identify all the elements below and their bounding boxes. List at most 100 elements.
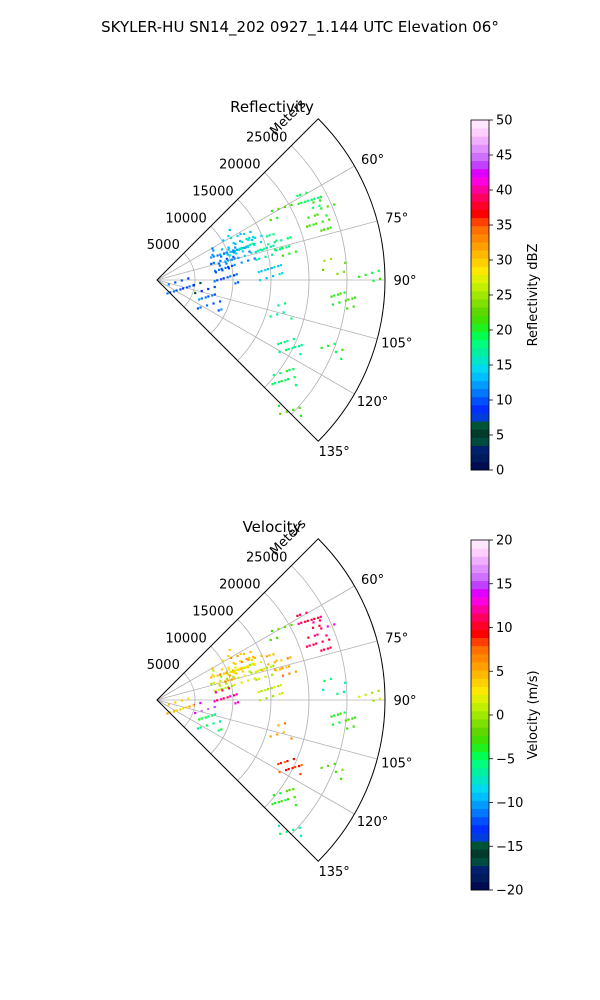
- colorbar-tick-label: 15: [496, 359, 513, 374]
- echo-cell: [248, 242, 275, 261]
- colorbar-tick-label: 0: [496, 709, 504, 724]
- echo-cell: [240, 240, 264, 254]
- echo-cell: [269, 623, 293, 642]
- colorbar-segment: [471, 315, 489, 324]
- colorbar-segment: [471, 160, 489, 170]
- azimuth-line: [156, 699, 378, 760]
- echo-cell: [312, 619, 336, 637]
- colorbar-segment: [471, 857, 489, 866]
- colorbar-tick-label: 10: [496, 621, 513, 636]
- colorbar-segment: [471, 548, 489, 557]
- echo-cell: [330, 291, 357, 310]
- colorbar-segment: [471, 873, 489, 883]
- colorbar-segment: [471, 865, 489, 875]
- azimuth-tick-label: 120°: [357, 395, 388, 410]
- colorbar-segment: [471, 800, 489, 810]
- colorbar-segment: [471, 120, 489, 129]
- colorbar-segment: [471, 380, 489, 390]
- colorbar-tick-label: 30: [496, 254, 513, 269]
- azimuth-line: [156, 165, 355, 281]
- velocity-colorbar: −20 −15 −10 −5 0 5 10 15 20 Velocity (m/s): [470, 534, 541, 899]
- colorbar-segment: [471, 564, 489, 573]
- reflectivity-polar-grid: [156, 145, 385, 442]
- colorbar-segment: [471, 364, 489, 373]
- echo-cell: [196, 293, 223, 312]
- colorbar-segment: [471, 776, 489, 785]
- colorbar-segment: [471, 290, 489, 300]
- echo-cell: [320, 762, 344, 780]
- reflectivity-colorbar: 0 5 10 15 20 25 30 35 40 45 50 Reflectivity dBZ: [470, 114, 541, 479]
- reflectivity-panel: Reflectivity 500010000150002000025000Met…: [147, 97, 541, 479]
- colorbar-segment: [471, 678, 489, 687]
- echo-cell: [265, 233, 292, 252]
- reflectivity-title: Reflectivity: [230, 98, 314, 116]
- azimuth-line: [156, 220, 378, 281]
- colorbar-label: Velocity (m/s): [526, 670, 541, 759]
- azimuth-tick-label: 105°: [381, 337, 412, 352]
- azimuth-tick-label: 135°: [318, 865, 349, 880]
- colorbar-segment: [471, 307, 489, 316]
- colorbar-segment: [471, 356, 489, 365]
- colorbar-segment: [471, 136, 489, 145]
- reflectivity-data: [166, 191, 382, 417]
- azimuth-line: [156, 279, 355, 395]
- colorbar-tick-label: 40: [496, 184, 513, 199]
- colorbar-segment: [471, 445, 489, 455]
- colorbar-segment: [471, 605, 489, 614]
- azimuth-tick-label: 90°: [393, 694, 416, 709]
- echo-cell: [220, 239, 244, 257]
- colorbar-segment: [471, 556, 489, 565]
- azimuth-tick-label: 60°: [361, 153, 384, 168]
- colorbar-segment: [471, 429, 489, 438]
- range-tick-label: 15000: [192, 184, 233, 199]
- colorbar-segment: [471, 176, 489, 186]
- colorbar-segment: [471, 670, 489, 679]
- range-tick-label: 20000: [219, 578, 260, 593]
- azimuth-line: [156, 585, 355, 701]
- colorbar-segment: [471, 580, 489, 590]
- echo-cell: [322, 677, 347, 695]
- echo-cell: [210, 667, 236, 685]
- colorbar-segment: [471, 784, 489, 793]
- colorbar-segment: [471, 629, 489, 639]
- azimuth-line: [156, 699, 355, 815]
- colorbar-segment: [471, 702, 489, 712]
- colorbar-segment: [471, 719, 489, 728]
- echo-cell: [322, 257, 347, 275]
- colorbar-tick-label: 10: [496, 394, 513, 409]
- colorbar-segment: [471, 710, 489, 720]
- echo-cell: [228, 648, 253, 662]
- echo-cell: [227, 246, 256, 264]
- velocity-title: Velocity: [243, 518, 302, 536]
- echo-cell: [228, 228, 253, 242]
- colorbar-segment: [471, 185, 489, 194]
- colorbar-segment: [471, 299, 489, 308]
- colorbar-segment: [471, 735, 489, 744]
- colorbar-segment: [471, 413, 489, 422]
- colorbar-label: Reflectivity dBZ: [526, 244, 541, 347]
- colorbar-segment: [471, 396, 489, 406]
- range-tick-label: 25000: [246, 131, 287, 146]
- azimuth-tick-label: 120°: [357, 815, 388, 830]
- echo-cell: [269, 203, 293, 222]
- colorbar-segment: [471, 209, 489, 219]
- colorbar-segment: [471, 128, 489, 137]
- echo-cell: [240, 660, 264, 674]
- colorbar-tick-label: 45: [496, 149, 513, 164]
- echo-cell: [234, 652, 263, 666]
- echo-cell: [305, 213, 332, 232]
- colorbar-segment: [471, 694, 489, 704]
- colorbar-tick-label: 15: [496, 577, 513, 592]
- colorbar-segment: [471, 347, 489, 357]
- colorbar-segment: [471, 686, 489, 696]
- colorbar-segment: [471, 404, 489, 414]
- echo-cell: [330, 711, 357, 730]
- echo-cell: [196, 713, 223, 732]
- colorbar-tick-label: 25: [496, 289, 513, 304]
- colorbar-segment: [471, 881, 489, 891]
- colorbar-segment: [471, 331, 489, 341]
- colorbar-segment: [471, 233, 489, 243]
- colorbar-segment: [471, 588, 489, 598]
- echo-cell: [296, 611, 322, 629]
- echo-cell: [265, 653, 292, 672]
